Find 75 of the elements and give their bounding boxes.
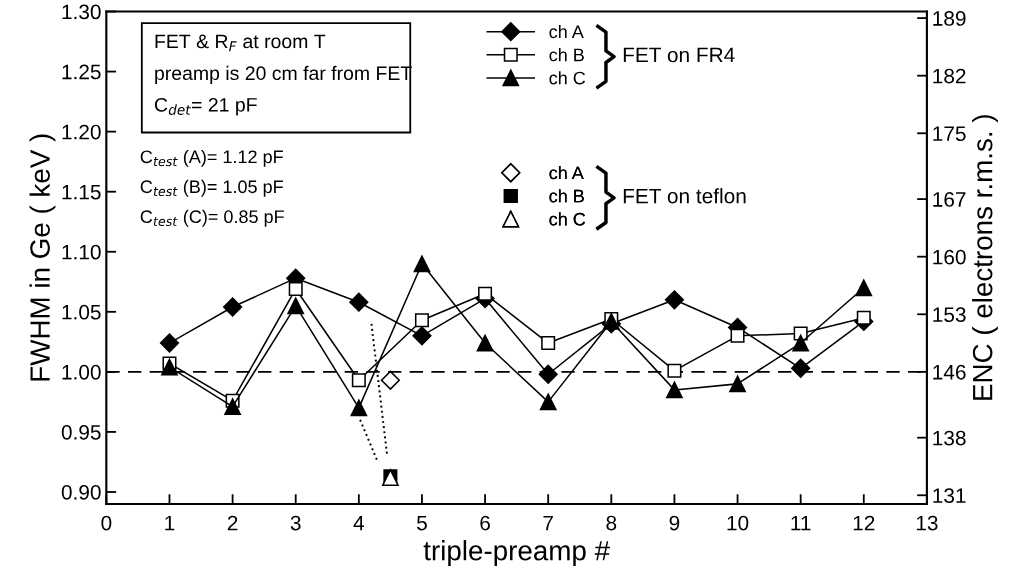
annotation: FET & R$_{F}$ at room T	[155, 34, 326, 52]
point	[478, 286, 493, 301]
y2-tick-label: 175	[933, 126, 966, 142]
x-tick-label: 0	[101, 515, 112, 531]
y2-tick-label: 189	[933, 11, 966, 26]
point	[666, 381, 683, 399]
y-tick-label: 1.05	[62, 304, 101, 320]
point	[476, 334, 494, 352]
x-tick-label: 3	[290, 515, 301, 531]
annotation: C$_{test}$ (C)= 0.85 pF	[140, 209, 284, 227]
annotation: FET on teflon	[623, 188, 746, 204]
x-tick-label: 11	[791, 515, 811, 531]
x-tick-label: 8	[606, 515, 617, 531]
x-tick-label: 9	[669, 515, 680, 531]
point	[380, 370, 400, 390]
y-tick-label: 0.95	[61, 424, 101, 440]
annotation: C$_{test}$ (A)= 1.12 pF	[140, 149, 283, 167]
point	[351, 373, 366, 388]
point	[288, 281, 303, 297]
legend-label: ch C	[549, 212, 586, 226]
legend-label: ch A	[549, 24, 584, 39]
point	[538, 364, 558, 384]
x-tick-label: 13	[916, 515, 938, 531]
legend-label: ch C	[549, 71, 586, 85]
point	[664, 290, 685, 310]
point	[224, 398, 242, 416]
point	[792, 334, 810, 352]
y-tick-label: 1.30	[62, 4, 101, 20]
legend-label: ch B	[549, 48, 584, 62]
y-tick-label: 1.15	[62, 184, 101, 200]
x-tick-label: 12	[853, 515, 875, 531]
x-axis-title: triple-preamp #	[423, 540, 610, 566]
point	[287, 297, 305, 315]
y-tick-label: 0.90	[61, 484, 101, 500]
x-tick-label: 6	[480, 515, 490, 531]
y2-tick-label: 146	[933, 364, 966, 380]
legend-label: ch A	[549, 166, 584, 180]
y2-tick-label: 167	[933, 192, 966, 207]
point	[730, 328, 745, 343]
point	[349, 292, 369, 312]
point	[350, 399, 368, 417]
x-tick-label: 10	[727, 515, 749, 531]
annotation: FET on FR4	[623, 47, 735, 63]
point	[729, 375, 746, 393]
y2-tick-label: 182	[933, 68, 966, 84]
point	[413, 255, 431, 273]
y2-tick-label: 131	[933, 488, 966, 504]
y2-tick-label: 153	[933, 307, 966, 323]
point	[159, 333, 180, 353]
point	[855, 279, 873, 297]
point	[541, 336, 556, 351]
point	[412, 326, 432, 346]
x-tick-label: 5	[416, 515, 427, 531]
y2-tick-label: 160	[933, 249, 966, 265]
y2-axis-title: ENC ( electrons r.m.s. )	[972, 115, 998, 400]
y-tick-label: 1.10	[62, 244, 101, 260]
x-tick-label: 2	[227, 515, 238, 531]
point	[856, 310, 871, 325]
legend-label: ch B	[549, 189, 584, 203]
y-tick-label: 1.25	[62, 64, 101, 80]
point	[667, 363, 682, 378]
y-axis-title: FWHM in Ge ( keV )	[29, 134, 56, 381]
y2-tick-label: 138	[933, 430, 966, 446]
y-tick-label: 1.20	[62, 124, 101, 140]
annotation: C$_{det}$= 21 pF	[154, 97, 257, 116]
point	[222, 297, 243, 317]
x-tick-label: 1	[165, 515, 175, 531]
x-tick-label: 7	[543, 515, 553, 531]
point	[161, 358, 178, 376]
point	[414, 313, 429, 328]
x-tick-label: 4	[353, 515, 365, 531]
y-tick-label: 1.00	[62, 364, 101, 380]
point	[539, 393, 557, 411]
point	[791, 358, 811, 378]
annotation: C$_{test}$ (B)= 1.05 pF	[140, 179, 283, 197]
